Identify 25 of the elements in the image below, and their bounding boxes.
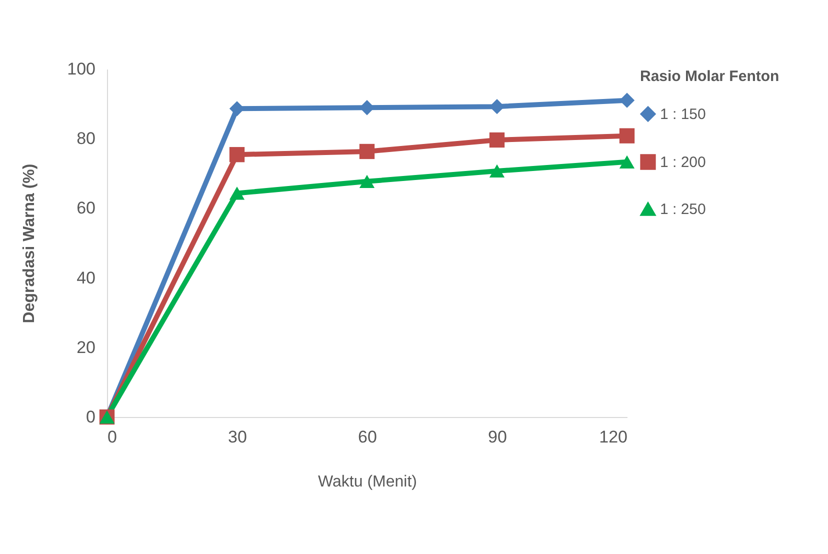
y-tick-label: 80 bbox=[76, 129, 96, 148]
x-tick-label: 90 bbox=[488, 428, 507, 446]
x-tick-label: 60 bbox=[358, 428, 377, 446]
y-axis-title: Degradasi Warna (%) bbox=[21, 164, 38, 324]
legend-label: 1 : 250 bbox=[660, 201, 706, 218]
point bbox=[229, 147, 245, 162]
y-tick-label: 20 bbox=[76, 338, 96, 357]
x-tick-label: 0 bbox=[108, 428, 117, 446]
legend-label: 1 : 200 bbox=[660, 154, 706, 171]
point bbox=[489, 164, 505, 178]
point bbox=[619, 155, 635, 168]
x-tick-label: 120 bbox=[599, 428, 628, 446]
y-tick-label: 0 bbox=[86, 408, 96, 426]
y-tick-label: 100 bbox=[67, 60, 96, 78]
legend-title: Rasio Molar Fenton bbox=[640, 68, 780, 85]
point bbox=[359, 174, 375, 188]
point bbox=[489, 132, 505, 148]
legend-label: 1 : 150 bbox=[660, 106, 706, 123]
point bbox=[619, 128, 635, 144]
point bbox=[359, 144, 375, 160]
x-tick-label: 30 bbox=[228, 428, 247, 446]
point bbox=[229, 186, 245, 200]
y-tick-label: 40 bbox=[76, 268, 96, 288]
x-axis-title: Waktu (Menit) bbox=[318, 474, 417, 490]
y-tick-label: 60 bbox=[76, 198, 96, 218]
